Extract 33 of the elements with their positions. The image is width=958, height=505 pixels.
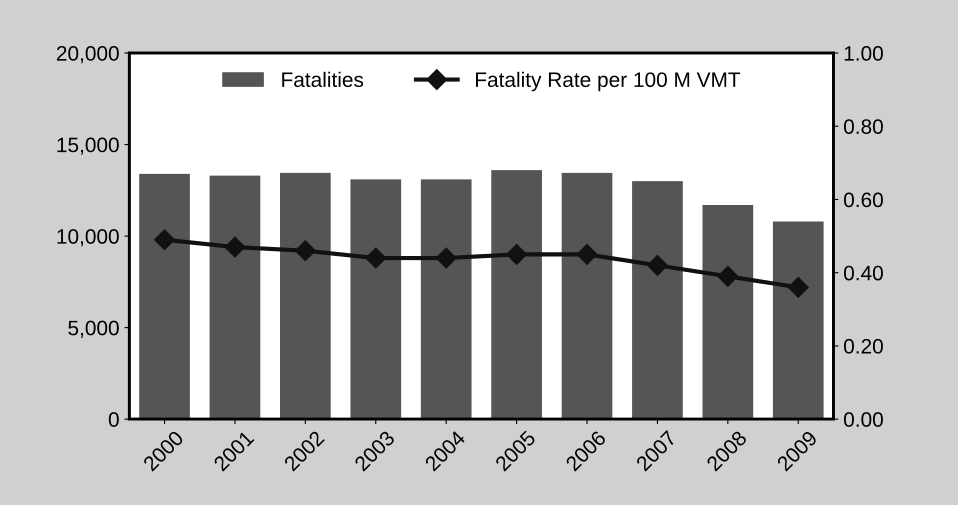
y-tick-label: 10,000: [57, 229, 119, 246]
y2-tick-label: 0.80: [844, 119, 883, 134]
y-tick-label: 15,000: [57, 138, 119, 155]
bar: [702, 204, 754, 420]
y2-tick-label: 0.60: [844, 192, 883, 208]
point: [576, 244, 598, 265]
point: [436, 248, 457, 269]
y2-tick-label: 0.00: [844, 412, 883, 427]
legend-label: Fatalities: [282, 72, 364, 88]
y2-tick-label: 1.00: [844, 46, 883, 61]
bar: [632, 181, 683, 420]
point: [646, 254, 668, 276]
y-tick-label: 0: [108, 412, 119, 427]
y-tick-label: 20,000: [56, 46, 119, 64]
point: [788, 276, 809, 298]
legend-label: Fatality Rate per 100 M VMT: [476, 72, 740, 92]
bar: [772, 221, 824, 420]
point: [506, 244, 528, 265]
bar: [350, 179, 402, 420]
point: [154, 229, 176, 250]
bar: [139, 174, 190, 420]
bar: [420, 179, 472, 420]
point: [365, 248, 386, 269]
y2-tick-label: 0.20: [844, 338, 883, 354]
bar: [491, 170, 542, 420]
point: [224, 236, 246, 258]
bar: [210, 176, 260, 420]
bar: [562, 172, 612, 420]
point: [294, 240, 316, 262]
bar: [280, 172, 331, 420]
point: [717, 266, 738, 287]
y-tick-label: 5,000: [68, 320, 119, 338]
y2-tick-label: 0.40: [844, 266, 883, 280]
